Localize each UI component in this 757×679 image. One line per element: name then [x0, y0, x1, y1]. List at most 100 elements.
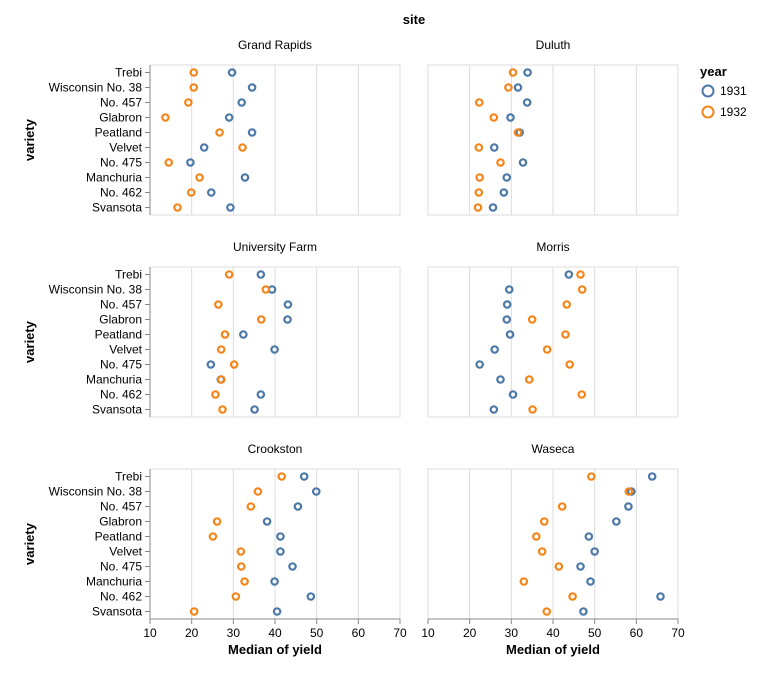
point-duluth-1932-wisconsin-no-38[interactable] [504, 83, 513, 92]
point-waseca-1932-manchuria[interactable] [519, 577, 529, 586]
point-waseca-1932-no-462[interactable] [568, 592, 577, 601]
point-morris-1931-velvet[interactable] [490, 345, 499, 354]
point-grand-rapids-1931-velvet[interactable] [199, 143, 209, 152]
point-morris-1931-trebi[interactable] [564, 270, 574, 279]
point-university-farm-1932-manchuria[interactable] [216, 375, 226, 384]
point-university-farm-1932-no-475[interactable] [229, 360, 239, 369]
point-duluth-1932-glabron[interactable] [489, 113, 499, 122]
point-waseca-1931-peatland[interactable] [584, 532, 594, 541]
point-grand-rapids-1932-manchuria[interactable] [195, 173, 204, 182]
point-grand-rapids-1932-svansota[interactable] [173, 203, 182, 212]
point-duluth-1932-svansota[interactable] [473, 203, 483, 212]
point-crookston-1932-glabron[interactable] [212, 517, 222, 526]
point-waseca-1932-peatland[interactable] [532, 532, 541, 541]
point-waseca-1931-manchuria[interactable] [586, 577, 595, 586]
point-duluth-1931-trebi[interactable] [523, 68, 532, 77]
point-morris-1931-manchuria[interactable] [496, 375, 505, 384]
point-crookston-1931-glabron[interactable] [262, 517, 272, 526]
point-university-farm-1932-glabron[interactable] [256, 315, 266, 324]
point-duluth-1931-no-457[interactable] [522, 98, 532, 107]
point-grand-rapids-1931-no-457[interactable] [237, 98, 246, 107]
point-morris-1932-no-462[interactable] [577, 390, 587, 399]
point-morris-1932-velvet[interactable] [542, 345, 552, 354]
point-duluth-1932-trebi[interactable] [508, 68, 518, 77]
point-waseca-1932-svansota[interactable] [542, 607, 552, 616]
point-grand-rapids-1931-wisconsin-no-38[interactable] [247, 83, 257, 92]
point-crookston-1932-no-457[interactable] [246, 502, 256, 511]
point-grand-rapids-1932-trebi[interactable] [189, 68, 199, 77]
point-crookston-1931-manchuria[interactable] [270, 577, 279, 586]
point-grand-rapids-1931-trebi[interactable] [227, 68, 237, 77]
point-waseca-1931-svansota[interactable] [579, 607, 588, 616]
point-crookston-1932-peatland[interactable] [208, 532, 218, 541]
point-grand-rapids-1931-glabron[interactable] [224, 113, 234, 122]
point-grand-rapids-1932-no-475[interactable] [164, 158, 174, 167]
point-morris-1932-glabron[interactable] [527, 315, 537, 324]
point-crookston-1931-no-475[interactable] [288, 562, 297, 571]
point-crookston-1932-velvet[interactable] [236, 547, 246, 556]
point-crookston-1932-wisconsin-no-38[interactable] [253, 487, 263, 496]
point-university-farm-1931-no-457[interactable] [283, 300, 293, 309]
point-waseca-1932-glabron[interactable] [539, 517, 549, 526]
point-grand-rapids-1931-manchuria[interactable] [240, 173, 250, 182]
point-grand-rapids-1932-no-457[interactable] [184, 98, 193, 107]
point-waseca-1931-no-457[interactable] [624, 502, 633, 511]
point-grand-rapids-1931-no-462[interactable] [206, 188, 216, 197]
point-grand-rapids-1932-no-462[interactable] [186, 188, 196, 197]
point-duluth-1931-wisconsin-no-38[interactable] [513, 83, 523, 92]
point-morris-1932-wisconsin-no-38[interactable] [577, 285, 587, 294]
point-university-farm-1931-svansota[interactable] [250, 405, 259, 414]
point-morris-1932-no-457[interactable] [562, 300, 572, 309]
point-university-farm-1932-peatland[interactable] [220, 330, 230, 339]
point-university-farm-1931-glabron[interactable] [283, 315, 292, 324]
point-duluth-1931-manchuria[interactable] [502, 173, 512, 182]
point-grand-rapids-1932-glabron[interactable] [161, 113, 170, 122]
point-university-farm-1931-no-462[interactable] [256, 390, 266, 399]
point-duluth-1931-glabron[interactable] [506, 113, 515, 122]
point-morris-1931-no-457[interactable] [502, 300, 512, 309]
point-university-farm-1931-peatland[interactable] [239, 330, 248, 339]
point-university-farm-1932-svansota[interactable] [218, 405, 227, 414]
point-waseca-1932-trebi[interactable] [587, 472, 596, 481]
point-grand-rapids-1932-wisconsin-no-38[interactable] [189, 83, 199, 92]
point-grand-rapids-1931-no-475[interactable] [186, 158, 195, 167]
point-crookston-1931-no-457[interactable] [293, 502, 303, 511]
point-university-farm-1931-velvet[interactable] [270, 345, 279, 354]
point-crookston-1932-manchuria[interactable] [240, 577, 249, 586]
point-university-farm-1931-no-475[interactable] [206, 360, 216, 369]
point-morris-1932-manchuria[interactable] [524, 375, 534, 384]
point-university-farm-1932-no-457[interactable] [214, 300, 223, 309]
point-grand-rapids-1932-velvet[interactable] [238, 143, 247, 152]
point-grand-rapids-1932-peatland[interactable] [215, 128, 224, 137]
legend-entry-1931[interactable]: 1931 [701, 84, 748, 98]
point-crookston-1931-wisconsin-no-38[interactable] [311, 487, 321, 496]
point-morris-1932-svansota[interactable] [528, 405, 537, 414]
point-duluth-1932-no-462[interactable] [474, 188, 484, 197]
point-crookston-1931-no-462[interactable] [306, 592, 316, 601]
point-morris-1932-no-475[interactable] [565, 360, 574, 369]
point-waseca-1932-wisconsin-no-38[interactable] [624, 487, 634, 496]
point-duluth-1932-peatland[interactable] [513, 128, 523, 137]
point-waseca-1931-no-475[interactable] [576, 562, 585, 571]
point-duluth-1931-no-462[interactable] [499, 188, 509, 197]
point-duluth-1932-manchuria[interactable] [475, 173, 484, 182]
point-waseca-1932-no-475[interactable] [554, 562, 564, 571]
point-university-farm-1931-trebi[interactable] [256, 270, 266, 279]
point-duluth-1932-no-475[interactable] [496, 158, 505, 167]
point-grand-rapids-1931-peatland[interactable] [247, 128, 257, 137]
point-duluth-1931-svansota[interactable] [488, 203, 498, 212]
point-crookston-1931-velvet[interactable] [276, 547, 285, 556]
point-waseca-1931-trebi[interactable] [647, 472, 657, 481]
point-university-farm-1932-velvet[interactable] [216, 345, 226, 354]
point-morris-1932-trebi[interactable] [576, 270, 585, 279]
point-waseca-1932-no-457[interactable] [557, 502, 567, 511]
point-crookston-1932-svansota[interactable] [189, 607, 199, 616]
point-grand-rapids-1931-svansota[interactable] [226, 203, 235, 212]
point-duluth-1932-velvet[interactable] [474, 143, 484, 152]
legend-entry-1932[interactable]: 1932 [701, 105, 748, 119]
point-university-farm-1932-trebi[interactable] [224, 270, 234, 279]
point-morris-1931-peatland[interactable] [505, 330, 515, 339]
point-crookston-1931-trebi[interactable] [299, 472, 309, 481]
point-duluth-1931-velvet[interactable] [489, 143, 499, 152]
point-waseca-1931-no-462[interactable] [656, 592, 665, 601]
